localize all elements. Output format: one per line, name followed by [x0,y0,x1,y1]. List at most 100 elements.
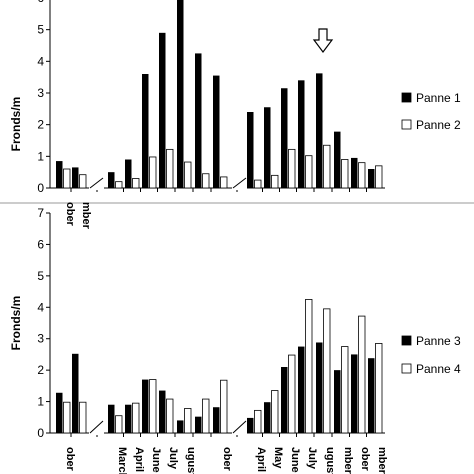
x-tick-label: ober [64,447,76,472]
bar-panne-2 [132,178,140,189]
bar-panne-1 [351,157,358,188]
bar-panne-3 [177,420,184,433]
legend-swatch [401,92,412,103]
y-axis-top: 0 1 2 3 4 5 6 [37,0,51,195]
y-tick-label: 0 [37,181,44,195]
axis-break [89,420,104,434]
bar-panne-2 [341,159,349,189]
bar-panne-4 [184,408,192,434]
bar-panne-4 [220,379,228,434]
x-tick-label: mber [376,447,388,474]
bar-panne-1 [108,172,115,188]
bar-panne-2 [305,155,313,189]
bar-panne-4 [341,346,349,434]
bar-panne-2 [358,162,366,189]
legend-label: Panne 2 [416,118,461,132]
bar-panne-3 [334,370,341,433]
bar-panne-3 [247,417,254,433]
bar-panne-2 [115,181,123,189]
bar-panne-2 [79,174,87,189]
bar-panne-1 [213,75,220,188]
bar-panne-4 [305,299,313,434]
x-tick-label: June [150,447,162,473]
bar-panne-4 [202,398,210,434]
legend-label: Panne 1 [416,91,461,105]
bar-panne-3 [213,407,220,433]
bar-panne-1 [142,74,149,188]
bar-panne-2 [166,148,174,189]
bar-panne-4 [358,315,366,434]
x-tick-label: April [133,447,145,472]
bar-panne-4 [63,401,71,434]
legend-swatch [401,335,412,346]
x-tick-label: April [255,447,267,472]
bar-panne-2 [220,176,228,189]
bar-panne-4 [115,415,123,434]
y-tick-label: 1 [37,395,44,409]
axis-break-gap [232,187,247,190]
y-tick-label: 4 [37,54,44,68]
bar-panne-3 [298,346,305,433]
bar-panne-3 [72,353,79,433]
y-axis-label-top: Fronds/m [9,97,23,152]
axis-break-gap [89,187,104,190]
bar-panne-2 [184,161,192,189]
x-tick-label: March [116,447,128,474]
annotation-arrow [312,28,334,53]
x-tick-label: ober [221,447,233,472]
bar-panne-2 [323,144,331,189]
axis-break-gap [89,432,104,435]
bar-panne-2 [254,179,262,189]
bar-panne-3 [125,404,132,433]
y-tick-label: 6 [37,237,44,251]
bar-panne-3 [142,379,149,433]
y-tick-label: 5 [37,23,44,37]
chart-panel-top: 0 1 2 3 4 5 6 ober mber Panne 1 Panne 2 Fronds/m [9,0,461,230]
bar-panne-3 [56,392,63,433]
x-tick-label: mber [342,447,354,474]
chart-panel-bottom: 0 1 2 3 4 5 6 7 ober March April June July ugust ober… [9,206,461,474]
y-tick-label: 3 [37,86,44,100]
bar-panne-4 [132,402,140,434]
x-tick-label: June [289,447,301,473]
legend-top: Panne 1 Panne 2 [401,91,461,132]
bar-panne-4 [375,343,383,434]
bar-panne-1 [264,107,271,188]
y-tick-label: 5 [37,269,44,283]
bars-top [56,0,383,189]
bar-panne-4 [271,390,279,434]
axis-break [232,177,247,189]
bars-bottom [56,299,383,434]
bar-panne-4 [288,354,296,434]
axis-break [89,177,104,189]
bar-panne-3 [159,390,166,433]
bar-panne-2 [375,165,383,189]
x-tick-label: mber [80,202,92,230]
bar-panne-1 [195,53,202,188]
bar-panne-1 [159,32,166,189]
bar-panne-3 [316,342,323,433]
bar-panne-1 [177,0,184,188]
bar-panne-2 [271,174,279,189]
y-tick-label: 4 [37,300,44,314]
legend-swatch [401,363,412,374]
x-tick-label: ober [64,202,76,227]
y-axis-label-bottom: Fronds/m [9,296,23,351]
bar-panne-1 [281,88,288,188]
bar-panne-1 [334,131,341,188]
y-tick-label: 2 [37,118,44,132]
bar-panne-3 [281,367,288,433]
axis-break [232,420,247,434]
bar-panne-1 [368,169,375,188]
bar-panne-4 [166,398,174,434]
bar-panne-1 [298,80,305,188]
bar-panne-1 [72,167,79,188]
bar-panne-1 [56,161,63,188]
bar-panne-4 [254,409,262,434]
bar-panne-3 [108,404,115,433]
legend-label: Panne 3 [416,334,461,348]
x-tick-label: ugust [324,447,336,474]
x-tick-label: May [272,447,284,469]
x-tick-label: July [167,447,179,470]
